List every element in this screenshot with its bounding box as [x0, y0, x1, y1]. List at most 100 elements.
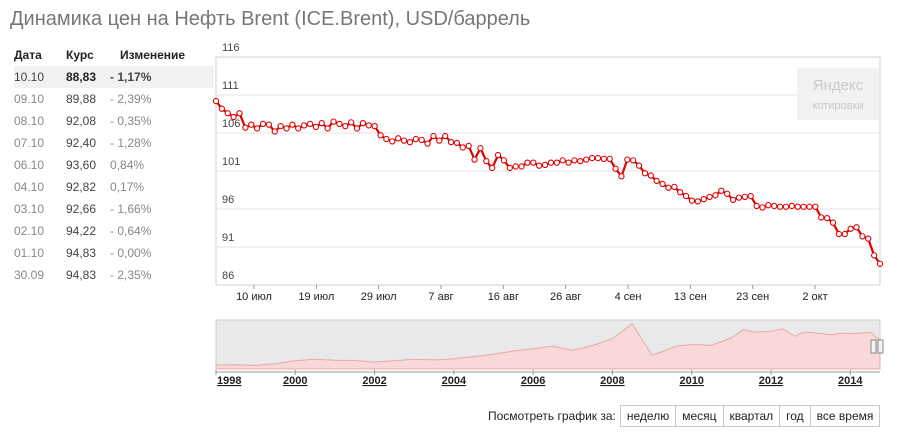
row-rate: 89,88: [66, 92, 97, 106]
navigator-chart[interactable]: 1998 2000 2002 2004 2006 2008 2010 2012 2014: [215, 319, 884, 387]
navigator-tick-label: 2010: [679, 375, 703, 387]
data-point: [665, 184, 672, 191]
data-point: [471, 156, 478, 163]
data-point: [718, 187, 725, 194]
data-point: [312, 123, 320, 131]
data-point: [747, 192, 754, 200]
data-point: [336, 120, 343, 128]
data-point: [406, 138, 414, 146]
navigator-tick-label: 2004: [442, 375, 467, 387]
data-point: [265, 121, 273, 128]
navigator-tick-label: 2002: [362, 375, 386, 387]
row-date: 10.10: [14, 70, 45, 84]
data-point: [794, 203, 801, 210]
filter-all-time-button[interactable]: все время: [809, 405, 881, 427]
data-point: [300, 122, 308, 129]
data-point: [230, 113, 237, 121]
data-point: [724, 190, 731, 197]
table-row: 03.10 92,66 - 1,66%: [14, 198, 214, 220]
data-point: [712, 192, 719, 199]
row-rate: 94,22: [66, 224, 97, 238]
data-point: [865, 235, 872, 242]
data-point: [812, 203, 819, 210]
y-tick-label: 91: [222, 232, 234, 244]
data-point: [847, 225, 854, 232]
navigator-handle-right: [877, 339, 884, 354]
data-point: [677, 189, 684, 196]
row-rate: 92,66: [66, 202, 97, 216]
header-rate: Курс: [66, 48, 94, 62]
data-point: [236, 110, 243, 117]
data-point: [224, 110, 231, 117]
data-point: [453, 139, 461, 147]
row-change: - 2,39%: [110, 92, 152, 106]
data-point: [741, 193, 748, 200]
row-date: 03.10: [14, 202, 45, 216]
data-point: [653, 177, 660, 185]
row-rate: 92,08: [66, 114, 97, 128]
y-tick-label: 96: [222, 194, 234, 206]
data-point: [359, 119, 367, 127]
row-change: - 0,35%: [110, 114, 152, 128]
data-point: [818, 214, 825, 221]
table-row: 09.10 89,88 - 2,39%: [14, 88, 214, 110]
data-point: [365, 122, 372, 129]
y-tick-label: 116: [222, 42, 240, 54]
data-point: [688, 197, 696, 204]
data-point: [512, 163, 519, 170]
filter-month-button[interactable]: месяц: [675, 405, 724, 427]
row-change: - 1,17%: [110, 70, 152, 84]
data-point: [841, 230, 848, 238]
data-point: [606, 155, 613, 162]
navigator-tick-label: 2006: [521, 375, 545, 387]
data-point: [700, 195, 707, 203]
data-point: [395, 135, 402, 142]
data-point: [682, 192, 690, 200]
row-change: 0,17%: [110, 180, 145, 194]
data-point: [377, 132, 384, 139]
data-point: [218, 105, 226, 112]
data-point: [459, 144, 466, 151]
data-point: [353, 125, 361, 132]
row-rate: 92,82: [66, 180, 97, 194]
data-point: [876, 260, 884, 267]
table-row: 06.10 93,60 0,84%: [14, 154, 214, 176]
data-point: [524, 159, 531, 166]
data-point: [277, 123, 284, 130]
data-point: [283, 125, 290, 132]
data-point: [242, 124, 249, 131]
row-date: 30.09: [14, 268, 45, 282]
data-point: [694, 198, 701, 205]
data-point: [259, 120, 267, 128]
table-row: 01.10 94,83 - 0,00%: [14, 242, 214, 264]
row-change: - 1,66%: [110, 202, 152, 216]
data-point: [465, 142, 472, 150]
data-point: [659, 180, 666, 188]
row-change: - 1,28%: [110, 136, 152, 150]
row-rate: 94,83: [66, 268, 97, 282]
y-tick-label: 86: [222, 270, 234, 282]
data-point: [483, 157, 490, 165]
x-tick-label: 7 авг: [428, 291, 453, 303]
data-point: [594, 154, 602, 162]
row-date: 06.10: [14, 158, 45, 172]
y-tick-label: 106: [222, 118, 240, 130]
filter-quarter-button[interactable]: квартал: [722, 405, 781, 427]
data-point: [588, 154, 596, 162]
data-point: [776, 203, 784, 210]
y-tick-label: 111: [222, 80, 239, 92]
row-date: 07.10: [14, 136, 45, 150]
filter-year-button[interactable]: год: [779, 405, 811, 427]
filter-week-button[interactable]: неделю: [619, 405, 677, 427]
row-date: 08.10: [14, 114, 45, 128]
data-point: [506, 164, 513, 172]
data-point: [530, 159, 537, 166]
table-row: 08.10 92,08 - 0,35%: [14, 110, 214, 132]
data-point: [306, 120, 314, 128]
period-filter: Посмотреть график за: неделю месяц кварт…: [488, 405, 881, 427]
navigator-tick-label: 2000: [283, 375, 307, 387]
data-point: [771, 202, 778, 210]
row-rate: 94,83: [66, 246, 97, 260]
